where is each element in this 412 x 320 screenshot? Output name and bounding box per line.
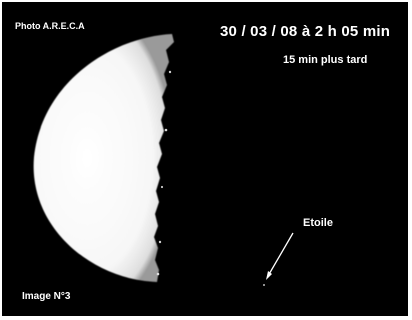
terminator-speck xyxy=(160,185,164,189)
star-arrow-line xyxy=(267,232,294,277)
terminator-speck xyxy=(158,240,162,244)
moon-scene xyxy=(33,34,294,286)
star-label: Etoile xyxy=(303,217,333,229)
terminator-speck xyxy=(156,272,160,276)
star-arrow-head xyxy=(266,271,272,280)
terminator-speck xyxy=(164,128,168,132)
terminator-speck xyxy=(168,70,172,74)
star xyxy=(263,284,265,286)
moon xyxy=(33,34,174,282)
moon-photo: Photo A.R.E.C.A 30 / 03 / 08 à 2 h 05 mi… xyxy=(2,2,408,316)
photo-credit: Photo A.R.E.C.A xyxy=(15,21,85,31)
later-note: 15 min plus tard xyxy=(283,54,368,66)
image-number: Image N°3 xyxy=(22,291,71,302)
photo-datetime: 30 / 03 / 08 à 2 h 05 min xyxy=(220,23,391,40)
